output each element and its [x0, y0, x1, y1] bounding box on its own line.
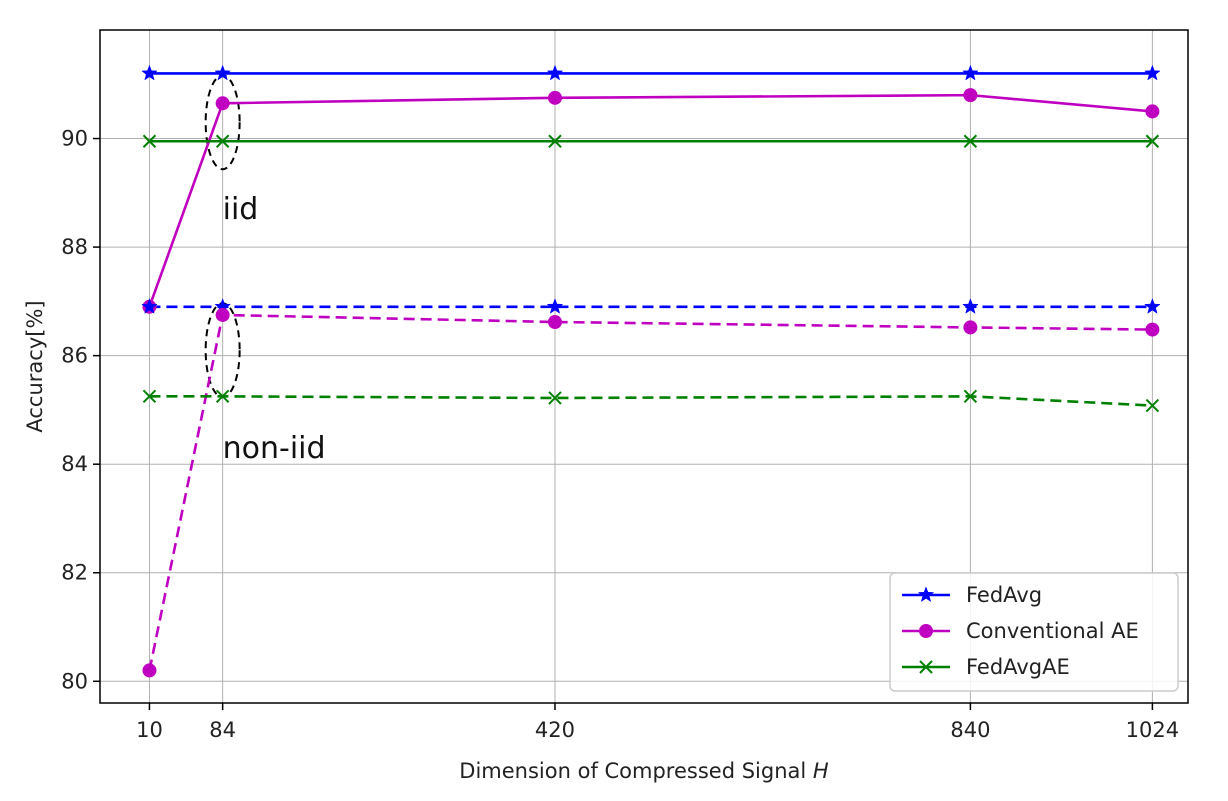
legend-label: FedAvg: [966, 583, 1042, 607]
x-axis-label: Dimension of Compressed Signal H: [459, 759, 829, 783]
data-point-conventional-ae-iid: [1145, 104, 1160, 119]
annotation-iid: iid: [223, 192, 259, 227]
data-point-conventional-ae-non-iid: [1145, 322, 1160, 337]
legend-marker: [917, 586, 935, 603]
x-tick-label: 84: [209, 718, 236, 742]
data-point-fedavg-iid: [1144, 64, 1161, 81]
series-markers: [141, 64, 1161, 678]
x-tick-label: 840: [950, 718, 990, 742]
data-point-conventional-ae-non-iid: [142, 663, 157, 678]
x-axis-label-variable: H: [813, 759, 829, 783]
x-marker-stroke: [142, 389, 157, 404]
x-marker-stroke: [919, 660, 933, 674]
plot-frame: [99, 29, 1189, 704]
y-tick-label: 80: [61, 669, 88, 693]
data-point-conventional-ae-iid: [215, 96, 230, 111]
x-tick-label: 1024: [1126, 718, 1179, 742]
legend-label: FedAvgAE: [966, 655, 1070, 679]
series-line-conventional-ae-non-iid: [148, 313, 1153, 671]
data-point-conventional-ae-iid: [547, 90, 562, 105]
y-tick-label: 88: [61, 235, 88, 259]
y-axis-ticks: 80 82 84 86 88 90: [61, 127, 100, 693]
x-marker-stroke: [548, 134, 562, 148]
x-marker-stroke: [1145, 134, 1160, 148]
data-point-fedavgae-non-iid: [963, 389, 978, 404]
data-point-fedavgae-non-iid: [142, 389, 157, 404]
data-point-fedavgae-iid: [142, 134, 157, 148]
data-point-fedavgae-non-iid: [215, 389, 230, 404]
legend-marker: [919, 660, 933, 674]
y-tick-label: 82: [61, 561, 88, 585]
x-tick-label: 10: [136, 718, 163, 742]
data-point-fedavg-non-iid: [962, 298, 979, 314]
data-point-conventional-ae-non-iid: [963, 320, 978, 335]
legend-box: [889, 572, 1179, 692]
x-marker-stroke: [548, 391, 562, 405]
data-point-fedavgae-non-iid: [1145, 398, 1160, 413]
x-marker-stroke: [215, 389, 230, 404]
data-point-fedavgae-iid: [215, 134, 230, 148]
legend-marker: [919, 624, 933, 638]
data-point-fedavgae-iid: [963, 134, 978, 148]
data-point-fedavgae-iid: [1145, 134, 1160, 148]
annotations: iid non-iid: [223, 192, 326, 466]
x-marker-stroke: [215, 134, 230, 148]
x-marker-stroke: [142, 134, 157, 148]
data-point-fedavg-non-iid: [546, 298, 564, 314]
y-tick-label: 86: [61, 344, 88, 368]
x-axis-ticks: 10 84 420 840 1024: [136, 703, 1179, 742]
x-marker-stroke: [963, 134, 978, 148]
data-point-fedavg-iid: [962, 64, 979, 81]
legend: FedAvg Conventional AE FedAvgAE: [889, 572, 1179, 692]
x-axis-label-text: Dimension of Compressed Signal: [459, 759, 813, 783]
data-point-conventional-ae-non-iid: [547, 314, 562, 329]
y-axis-label: Accuracy[%]: [23, 300, 47, 432]
data-point-fedavg-non-iid: [141, 298, 158, 314]
data-point-fedavg-iid: [214, 64, 231, 81]
data-point-fedavg-non-iid: [1144, 298, 1161, 314]
y-tick-label: 90: [61, 127, 88, 151]
data-point-fedavgae-non-iid: [548, 391, 562, 405]
data-point-fedavg-iid: [141, 64, 158, 81]
data-point-conventional-ae-non-iid: [215, 307, 230, 322]
x-marker-stroke: [963, 389, 978, 404]
data-point-fedavgae-iid: [548, 134, 562, 148]
x-tick-label: 420: [535, 718, 575, 742]
legend-label: Conventional AE: [966, 619, 1139, 643]
x-marker-stroke: [1145, 398, 1160, 413]
data-point-fedavg-iid: [546, 64, 564, 81]
annotation-non-iid: non-iid: [223, 431, 326, 466]
data-point-conventional-ae-iid: [963, 88, 978, 103]
y-tick-label: 84: [61, 452, 88, 476]
